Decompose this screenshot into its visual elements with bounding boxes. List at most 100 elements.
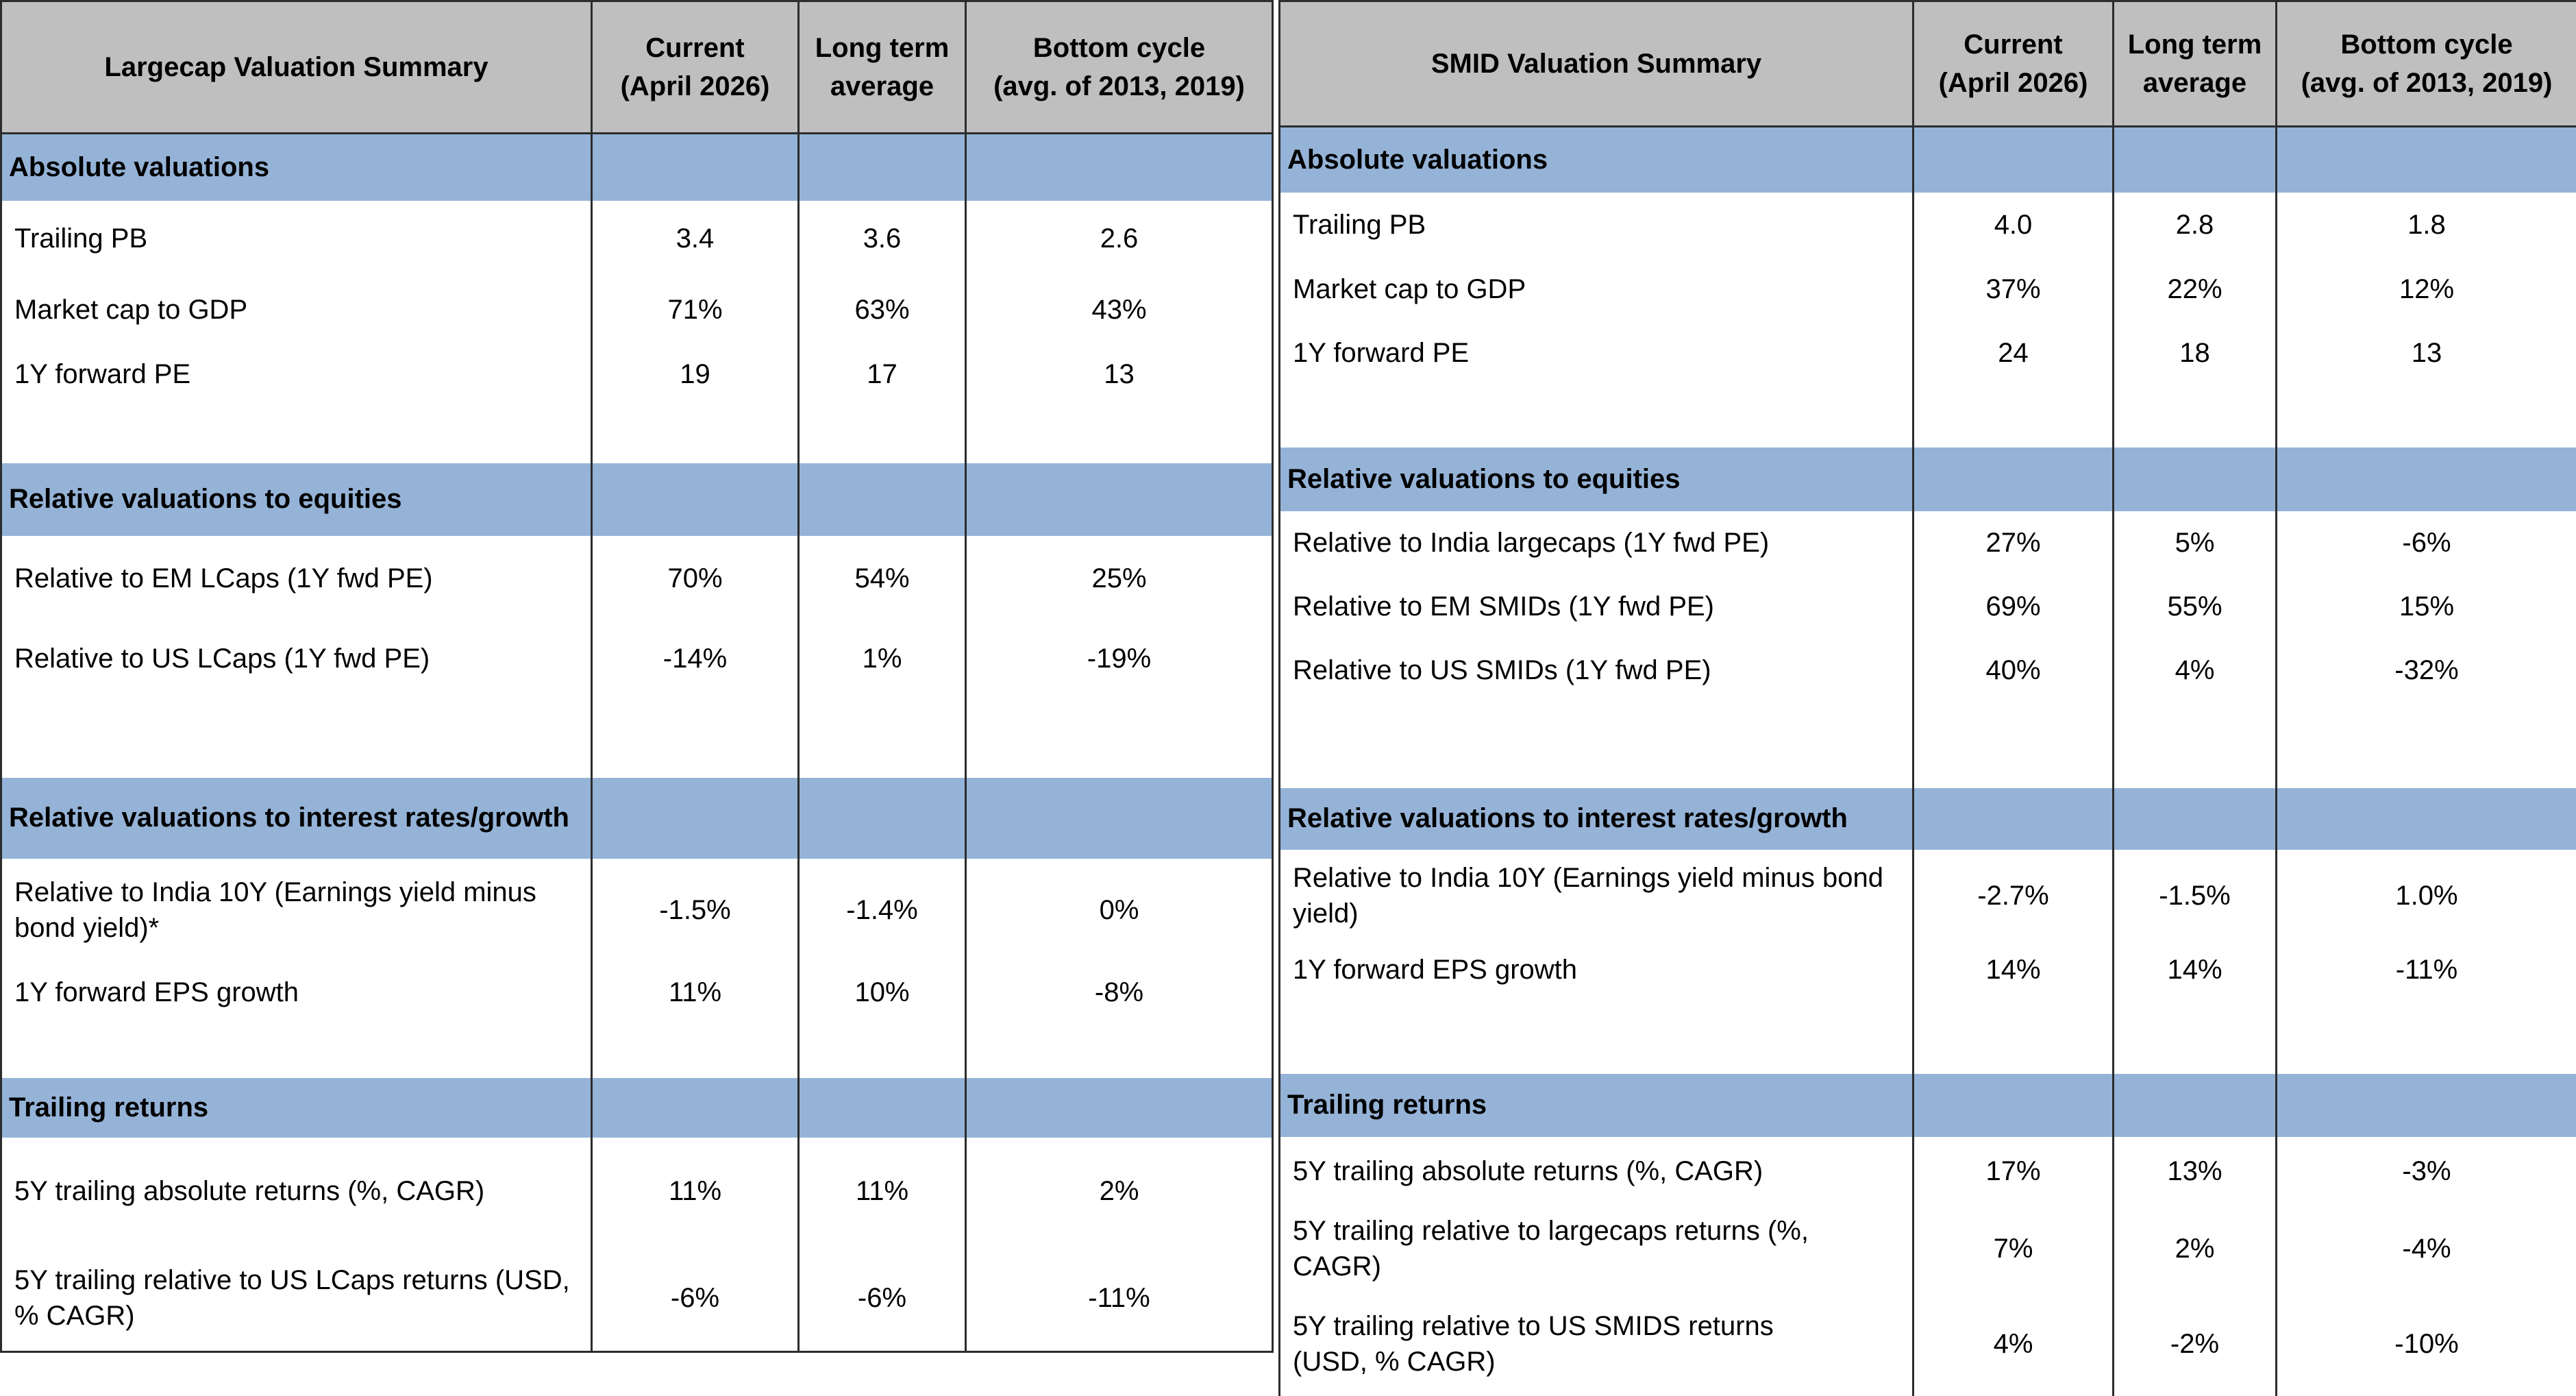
- value-long-term: 3.6: [799, 201, 966, 276]
- row-label: 1Y forward PE: [1280, 321, 1914, 384]
- value-bottom-cycle: 15%: [2277, 575, 2576, 639]
- value-long-term: -1.5%: [2114, 850, 2277, 942]
- value-current: 70%: [592, 536, 799, 621]
- row-label: Trailing PB: [1, 201, 592, 276]
- value-current: 4%: [1914, 1293, 2114, 1396]
- value-long-term: 22%: [2114, 258, 2277, 321]
- largecap-table: Largecap Valuation Summary Current (Apri…: [0, 0, 1274, 1353]
- spacer-row: [1280, 384, 2576, 448]
- table-row: Relative to India 10Y (Earnings yield mi…: [1, 859, 1273, 962]
- row-label: 5Y trailing relative to largecaps return…: [1280, 1205, 1914, 1293]
- value-bottom-cycle: 13: [966, 343, 1273, 405]
- section-label: Relative valuations to equities: [1, 463, 592, 536]
- row-label: 1Y forward PE: [1, 343, 592, 405]
- table-row: 5Y trailing absolute returns (%, CAGR) 1…: [1280, 1137, 2576, 1205]
- value-bottom-cycle: -6%: [2277, 511, 2576, 575]
- table-row: 5Y trailing relative to largecaps return…: [1280, 1205, 2576, 1293]
- value-current: 11%: [592, 962, 799, 1023]
- value-long-term: -6%: [799, 1245, 966, 1352]
- row-label: Relative to India largecaps (1Y fwd PE): [1280, 511, 1914, 575]
- row-label: 5Y trailing relative to US LCaps returns…: [1, 1245, 592, 1352]
- value-current: 19: [592, 343, 799, 405]
- value-current: -1.5%: [592, 859, 799, 962]
- table-row: Relative to US SMIDs (1Y fwd PE) 40% 4% …: [1280, 639, 2576, 702]
- value-bottom-cycle: 25%: [966, 536, 1273, 621]
- value-bottom-cycle: 43%: [966, 276, 1273, 343]
- table-row: Trailing PB 4.0 2.8 1.8: [1280, 193, 2576, 258]
- col-long-term-header: Long term average: [799, 1, 966, 134]
- table-row: 1Y forward EPS growth 14% 14% -11%: [1280, 942, 2576, 998]
- table-row: 5Y trailing absolute returns (%, CAGR) 1…: [1, 1138, 1273, 1245]
- row-label: Relative to EM SMIDs (1Y fwd PE): [1280, 575, 1914, 639]
- value-bottom-cycle: 1.8: [2277, 193, 2576, 258]
- table-row: Relative to EM SMIDs (1Y fwd PE) 69% 55%…: [1280, 575, 2576, 639]
- row-label: Relative to India 10Y (Earnings yield mi…: [1, 859, 592, 962]
- table-row: Market cap to GDP 37% 22% 12%: [1280, 258, 2576, 321]
- value-current: 24: [1914, 321, 2114, 384]
- value-current: 27%: [1914, 511, 2114, 575]
- value-current: 71%: [592, 276, 799, 343]
- smid-panel: SMID Valuation Summary Current (April 20…: [1278, 0, 2576, 1349]
- section-label: Trailing returns: [1280, 1074, 1914, 1137]
- value-bottom-cycle: -32%: [2277, 639, 2576, 702]
- table-row: 1Y forward PE 24 18 13: [1280, 321, 2576, 384]
- value-long-term: 55%: [2114, 575, 2277, 639]
- row-label: Relative to India 10Y (Earnings yield mi…: [1280, 850, 1914, 942]
- value-long-term: 14%: [2114, 942, 2277, 998]
- largecap-title: Largecap Valuation Summary: [1, 1, 592, 134]
- smid-title: SMID Valuation Summary: [1280, 1, 1914, 127]
- value-long-term: -1.4%: [799, 859, 966, 962]
- section-label: Absolute valuations: [1280, 127, 1914, 193]
- spacer-row: [1280, 998, 2576, 1074]
- section-row: Trailing returns: [1280, 1074, 2576, 1137]
- value-bottom-cycle: -8%: [966, 962, 1273, 1023]
- col-current-header: Current (April 2026): [1914, 1, 2114, 127]
- value-current: 40%: [1914, 639, 2114, 702]
- row-label: 1Y forward EPS growth: [1280, 942, 1914, 998]
- section-row: Relative valuations to equities: [1280, 448, 2576, 511]
- col-long-term-header: Long term average: [2114, 1, 2277, 127]
- value-bottom-cycle: 2%: [966, 1138, 1273, 1245]
- value-long-term: 1%: [799, 621, 966, 696]
- section-label: Relative valuations to equities: [1280, 448, 1914, 511]
- section-label: Trailing returns: [1, 1078, 592, 1138]
- col-bottom-cycle-header: Bottom cycle (avg. of 2013, 2019): [2277, 1, 2576, 127]
- value-long-term: 2%: [2114, 1205, 2277, 1293]
- value-long-term: -2%: [2114, 1293, 2277, 1396]
- section-row: Relative valuations to interest rates/gr…: [1, 778, 1273, 859]
- spacer-row: [1, 405, 1273, 463]
- value-bottom-cycle: 1.0%: [2277, 850, 2576, 942]
- value-long-term: 17: [799, 343, 966, 405]
- row-label: Relative to EM LCaps (1Y fwd PE): [1, 536, 592, 621]
- value-current: -6%: [592, 1245, 799, 1352]
- section-row: Absolute valuations: [1280, 127, 2576, 193]
- table-row: 5Y trailing relative to US SMIDS returns…: [1280, 1293, 2576, 1396]
- value-long-term: 5%: [2114, 511, 2277, 575]
- value-bottom-cycle: -11%: [966, 1245, 1273, 1352]
- value-current: 4.0: [1914, 193, 2114, 258]
- section-label: Absolute valuations: [1, 134, 592, 201]
- value-bottom-cycle: -4%: [2277, 1205, 2576, 1293]
- spacer-row: [1, 1023, 1273, 1078]
- value-long-term: 54%: [799, 536, 966, 621]
- largecap-panel: Largecap Valuation Summary Current (Apri…: [0, 0, 1272, 1349]
- row-label: 5Y trailing relative to US SMIDS returns…: [1280, 1293, 1914, 1396]
- section-row: Absolute valuations: [1, 134, 1273, 201]
- table-row: Relative to EM LCaps (1Y fwd PE) 70% 54%…: [1, 536, 1273, 621]
- col-bottom-cycle-header: Bottom cycle (avg. of 2013, 2019): [966, 1, 1273, 134]
- section-row: Trailing returns: [1, 1078, 1273, 1138]
- largecap-header-row: Largecap Valuation Summary Current (Apri…: [1, 1, 1273, 134]
- smid-header-row: SMID Valuation Summary Current (April 20…: [1280, 1, 2576, 127]
- table-row: 1Y forward PE 19 17 13: [1, 343, 1273, 405]
- value-bottom-cycle: 13: [2277, 321, 2576, 384]
- value-bottom-cycle: -3%: [2277, 1137, 2576, 1205]
- section-label: Relative valuations to interest rates/gr…: [1280, 788, 1914, 850]
- table-row: 1Y forward EPS growth 11% 10% -8%: [1, 962, 1273, 1023]
- value-long-term: 4%: [2114, 639, 2277, 702]
- value-current: 7%: [1914, 1205, 2114, 1293]
- value-long-term: 63%: [799, 276, 966, 343]
- value-current: 3.4: [592, 201, 799, 276]
- table-row: Relative to India largecaps (1Y fwd PE) …: [1280, 511, 2576, 575]
- row-label: 5Y trailing absolute returns (%, CAGR): [1, 1138, 592, 1245]
- table-row: Market cap to GDP 71% 63% 43%: [1, 276, 1273, 343]
